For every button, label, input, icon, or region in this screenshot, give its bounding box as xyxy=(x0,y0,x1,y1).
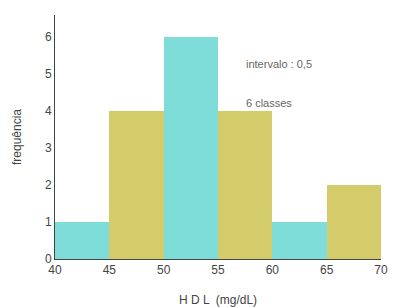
svg-text:55: 55 xyxy=(211,263,225,277)
svg-text:70: 70 xyxy=(374,263,388,277)
svg-text:6 classes: 6 classes xyxy=(246,97,292,109)
svg-text:frequência: frequência xyxy=(10,109,24,165)
svg-text:4: 4 xyxy=(45,104,52,118)
svg-text:H D L (mg/dL): H D L (mg/dL) xyxy=(179,293,257,307)
svg-text:6: 6 xyxy=(45,30,52,44)
svg-text:40: 40 xyxy=(48,263,62,277)
svg-text:1: 1 xyxy=(45,215,52,229)
svg-text:5: 5 xyxy=(45,67,52,81)
svg-text:60: 60 xyxy=(266,263,280,277)
svg-text:3: 3 xyxy=(45,141,52,155)
svg-text:2: 2 xyxy=(45,178,52,192)
svg-text:50: 50 xyxy=(157,263,171,277)
svg-text:65: 65 xyxy=(320,263,334,277)
svg-text:intervalo : 0,5: intervalo : 0,5 xyxy=(246,58,312,70)
svg-text:45: 45 xyxy=(103,263,117,277)
svg-text:0: 0 xyxy=(45,252,52,266)
